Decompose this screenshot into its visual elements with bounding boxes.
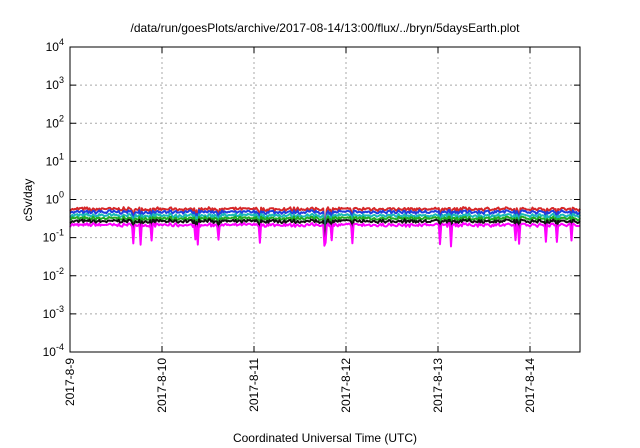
chart-title: /data/run/goesPlots/archive/2017-08-14/1… xyxy=(131,21,521,35)
series-line xyxy=(69,222,581,248)
x-tick-label: 2017-8-9 xyxy=(63,358,77,406)
x-tick-label: 2017-8-10 xyxy=(155,358,169,413)
x-tick-label: 2017-8-11 xyxy=(247,358,261,412)
y-tick-label: 102 xyxy=(46,113,64,130)
ticks: 10-4 10-3 10-2 10-1 100 101 102 103 104 2017-8-9 2… xyxy=(43,37,580,413)
series-line xyxy=(69,218,581,239)
y-tick-label: 10-1 xyxy=(43,228,64,245)
series-group xyxy=(69,206,581,248)
y-tick-label: 10-4 xyxy=(43,342,64,359)
x-axis-label: Coordinated Universal Time (UTC) xyxy=(233,431,417,445)
x-tick-label: 2017-8-14 xyxy=(523,358,537,413)
y-tick-label: 10-2 xyxy=(43,266,64,283)
grid xyxy=(70,47,580,352)
x-tick-label: 2017-8-13 xyxy=(431,358,445,413)
y-tick-label: 104 xyxy=(46,37,64,54)
y-tick-label: 10-3 xyxy=(43,304,64,321)
y-axis-label: cSv/day xyxy=(21,179,35,222)
y-tick-label: 100 xyxy=(46,190,64,207)
x-tick-label: 2017-8-12 xyxy=(339,358,353,413)
y-tick-label: 103 xyxy=(46,75,64,92)
y-tick-label: 101 xyxy=(46,151,64,168)
